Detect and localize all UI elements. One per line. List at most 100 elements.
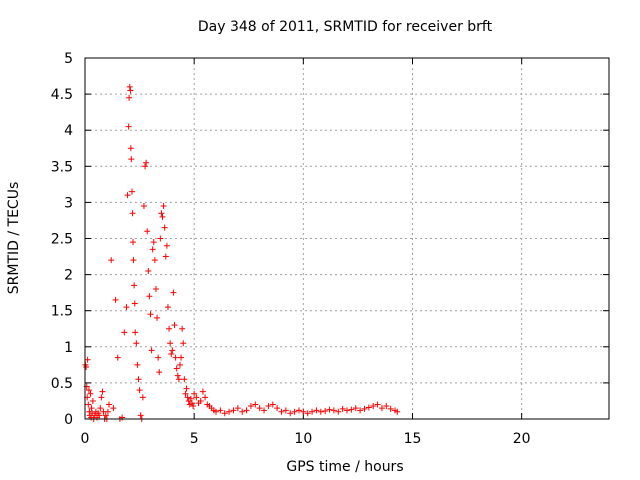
data-point	[85, 401, 92, 408]
y-tick-label: 0.5	[51, 376, 73, 392]
tick-label-layer: 0 0.5 1 1.5 2 2.5 3 3.5 4 4.5 5 0 5 10 15 20	[51, 51, 531, 447]
data-point	[226, 408, 233, 415]
data-point	[313, 407, 320, 414]
data-point	[202, 394, 209, 401]
y-tick-label: 0	[64, 412, 73, 428]
data-point	[188, 400, 195, 407]
y-tick-label: 3	[64, 195, 73, 211]
data-point	[179, 325, 186, 332]
data-point	[121, 329, 128, 336]
data-point	[184, 394, 191, 401]
point-layer	[82, 83, 401, 422]
data-point	[361, 405, 368, 412]
x-tick-label: 5	[190, 431, 199, 447]
data-point	[89, 397, 96, 404]
data-point	[123, 304, 130, 311]
data-point	[85, 387, 92, 394]
data-point	[287, 410, 294, 417]
data-point	[126, 83, 133, 90]
data-point	[171, 322, 178, 329]
data-point	[114, 354, 121, 361]
data-point	[291, 408, 298, 415]
data-point	[127, 145, 134, 152]
data-point	[191, 390, 198, 397]
data-point	[309, 408, 316, 415]
y-tick-label: 4.5	[51, 87, 73, 103]
data-point	[317, 408, 324, 415]
data-point	[252, 401, 259, 408]
data-point	[133, 340, 140, 347]
data-point	[387, 405, 394, 412]
data-point	[140, 203, 147, 210]
data-point	[129, 210, 136, 217]
data-point	[174, 372, 181, 379]
data-point	[282, 407, 289, 414]
data-point	[269, 401, 276, 408]
x-axis-label: GPS time / hours	[286, 459, 403, 475]
data-point	[104, 408, 111, 415]
data-point	[163, 242, 170, 249]
data-point	[145, 267, 152, 274]
data-point	[158, 210, 165, 217]
data-point	[378, 405, 385, 412]
grid-layer	[85, 58, 609, 419]
y-tick-label: 2.5	[51, 232, 73, 248]
y-tick-label: 2	[64, 268, 73, 284]
data-point	[175, 376, 182, 383]
data-point	[335, 408, 342, 415]
data-point	[148, 347, 155, 354]
data-point	[144, 228, 151, 235]
data-point	[112, 296, 119, 303]
x-tick-label: 15	[404, 431, 422, 447]
data-point	[221, 410, 228, 417]
y-tick-label: 3.5	[51, 159, 73, 175]
data-point	[142, 163, 149, 170]
data-point	[365, 404, 372, 411]
data-point	[256, 405, 263, 412]
data-point	[87, 390, 94, 397]
data-point	[135, 376, 142, 383]
data-point	[136, 387, 143, 394]
y-tick-label: 1	[64, 340, 73, 356]
data-point	[344, 407, 350, 414]
data-point	[149, 246, 156, 253]
data-point	[193, 394, 200, 401]
data-point	[126, 94, 133, 101]
data-point	[99, 388, 106, 395]
y-axis-label: SRMTID / TECUs	[6, 182, 22, 295]
data-point	[170, 289, 177, 296]
data-point	[213, 408, 219, 415]
data-point	[106, 401, 113, 408]
data-point	[295, 407, 302, 414]
data-point	[131, 282, 138, 289]
data-point	[134, 361, 141, 368]
data-point	[147, 311, 154, 318]
data-point	[326, 406, 333, 413]
data-point	[261, 407, 268, 414]
data-point	[394, 408, 401, 415]
data-point	[190, 403, 197, 410]
data-point	[383, 403, 390, 410]
x-tick-label: 20	[513, 431, 531, 447]
data-point	[339, 405, 346, 412]
data-point	[150, 239, 157, 246]
data-point	[88, 405, 95, 412]
data-point	[176, 361, 183, 368]
data-point	[265, 403, 272, 410]
data-point	[199, 388, 206, 395]
data-point	[132, 329, 139, 336]
data-point	[84, 356, 91, 363]
plot-frame	[84, 57, 610, 420]
data-point	[168, 351, 175, 358]
data-point	[154, 314, 161, 321]
data-point	[274, 405, 281, 412]
data-point	[137, 412, 144, 419]
data-point	[239, 408, 246, 415]
data-point	[127, 87, 134, 94]
data-point	[156, 369, 163, 376]
data-point	[157, 235, 164, 242]
data-point	[243, 407, 250, 414]
data-point	[83, 364, 90, 371]
data-point	[322, 408, 329, 415]
data-point	[96, 412, 103, 419]
